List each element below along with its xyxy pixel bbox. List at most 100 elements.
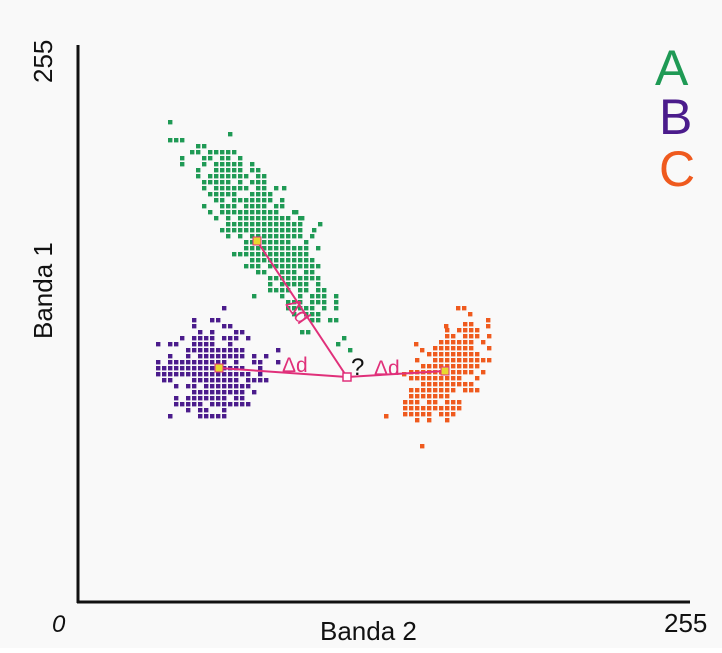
cluster-a-point xyxy=(250,180,255,185)
cluster-c-point xyxy=(445,388,450,393)
cluster-a-point xyxy=(256,186,261,191)
cluster-c-point xyxy=(445,358,450,363)
cluster-a-point xyxy=(298,246,303,251)
cluster-b-point xyxy=(228,372,233,377)
cluster-b-point xyxy=(198,414,203,419)
cluster-a-point xyxy=(256,246,261,251)
cluster-b-point xyxy=(210,396,215,401)
cluster-c-point xyxy=(475,388,480,393)
cluster-b-point xyxy=(234,330,239,335)
cluster-b-point xyxy=(240,348,245,353)
cluster-a-point xyxy=(280,282,285,287)
cluster-a-point xyxy=(214,162,219,167)
cluster-a-point xyxy=(310,276,315,281)
cluster-a-point xyxy=(268,198,273,203)
cluster-c-point xyxy=(457,376,462,381)
cluster-a-point xyxy=(226,180,231,185)
cluster-b-point xyxy=(258,378,263,383)
cluster-a-point xyxy=(268,240,273,245)
cluster-b-point xyxy=(216,354,221,359)
cluster-b-point xyxy=(222,336,227,341)
cluster-c-point xyxy=(469,322,474,327)
cluster-b-point xyxy=(192,342,197,347)
cluster-b-point xyxy=(222,396,227,401)
cluster-a-point xyxy=(220,150,225,155)
cluster-b-point xyxy=(264,378,269,383)
cluster-b-point xyxy=(216,384,221,389)
cluster-c-point xyxy=(463,328,468,333)
cluster-c-point xyxy=(445,340,450,345)
distance-line-a xyxy=(256,240,348,378)
cluster-c-point xyxy=(457,400,462,405)
cluster-b-point xyxy=(222,408,227,413)
cluster-b-point xyxy=(162,372,167,377)
cluster-b-point xyxy=(228,390,233,395)
cluster-c-point xyxy=(421,412,426,417)
cluster-c-point xyxy=(439,340,444,345)
cluster-a-point xyxy=(304,258,309,263)
cluster-c-point xyxy=(451,370,456,375)
cluster-a-point xyxy=(232,186,237,191)
legend-c: C xyxy=(659,141,695,197)
cluster-a-point xyxy=(256,174,261,179)
cluster-a-point xyxy=(286,240,291,245)
cluster-a-point xyxy=(250,192,255,197)
cluster-b-point xyxy=(192,336,197,341)
cluster-a-point xyxy=(328,318,333,323)
cluster-a-point xyxy=(268,252,273,257)
cluster-b-point xyxy=(240,390,245,395)
cluster-b-point xyxy=(156,366,161,371)
cluster-c-point xyxy=(439,406,444,411)
cluster-c-point xyxy=(463,322,468,327)
cluster-a-point xyxy=(244,264,249,269)
cluster-c-point xyxy=(427,388,432,393)
centroid-a xyxy=(252,236,262,246)
cluster-c-point xyxy=(427,400,432,405)
cluster-c-point xyxy=(415,358,420,363)
cluster-a-point xyxy=(262,234,267,239)
cluster-a-point xyxy=(304,282,309,287)
cluster-a-point xyxy=(292,222,297,227)
cluster-a-point xyxy=(256,204,261,209)
cluster-b-point xyxy=(174,384,179,389)
cluster-c-point xyxy=(439,358,444,363)
cluster-a-point xyxy=(214,150,219,155)
cluster-a-point xyxy=(256,258,261,263)
cluster-b-point xyxy=(168,360,173,365)
cluster-b-point xyxy=(186,384,191,389)
cluster-b-point xyxy=(186,396,191,401)
cluster-c-point xyxy=(403,400,408,405)
cluster-a-point xyxy=(286,276,291,281)
cluster-b-point xyxy=(222,378,227,383)
cluster-a-point xyxy=(214,174,219,179)
cluster-a-point xyxy=(244,252,249,257)
cluster-b-point xyxy=(216,390,221,395)
cluster-b-point xyxy=(210,402,215,407)
cluster-b-point xyxy=(246,336,251,341)
cluster-a-point xyxy=(274,204,279,209)
cluster-a-point xyxy=(256,198,261,203)
cluster-b-point xyxy=(198,378,203,383)
cluster-a-point xyxy=(280,288,285,293)
cluster-b-point xyxy=(186,372,191,377)
cluster-a-point xyxy=(168,120,173,125)
cluster-c-point xyxy=(420,348,425,353)
cluster-a-point xyxy=(250,234,255,239)
cluster-a-point xyxy=(250,246,255,251)
cluster-c-point xyxy=(469,334,474,339)
cluster-a-point xyxy=(196,168,201,173)
cluster-a-point xyxy=(274,186,279,191)
cluster-b-point xyxy=(204,360,209,365)
cluster-a-point xyxy=(274,240,279,245)
y-axis-title: Banda 1 xyxy=(28,242,58,339)
cluster-c-point xyxy=(427,394,432,399)
cluster-c-point xyxy=(469,346,474,351)
cluster-a-point xyxy=(226,210,231,215)
cluster-a-point xyxy=(316,318,321,323)
cluster-b-point xyxy=(234,354,239,359)
cluster-a-point xyxy=(202,162,207,167)
cluster-b-point xyxy=(210,366,215,371)
cluster-b-point xyxy=(234,396,239,401)
cluster-c-point xyxy=(469,352,474,357)
cluster-a-point xyxy=(220,186,225,191)
